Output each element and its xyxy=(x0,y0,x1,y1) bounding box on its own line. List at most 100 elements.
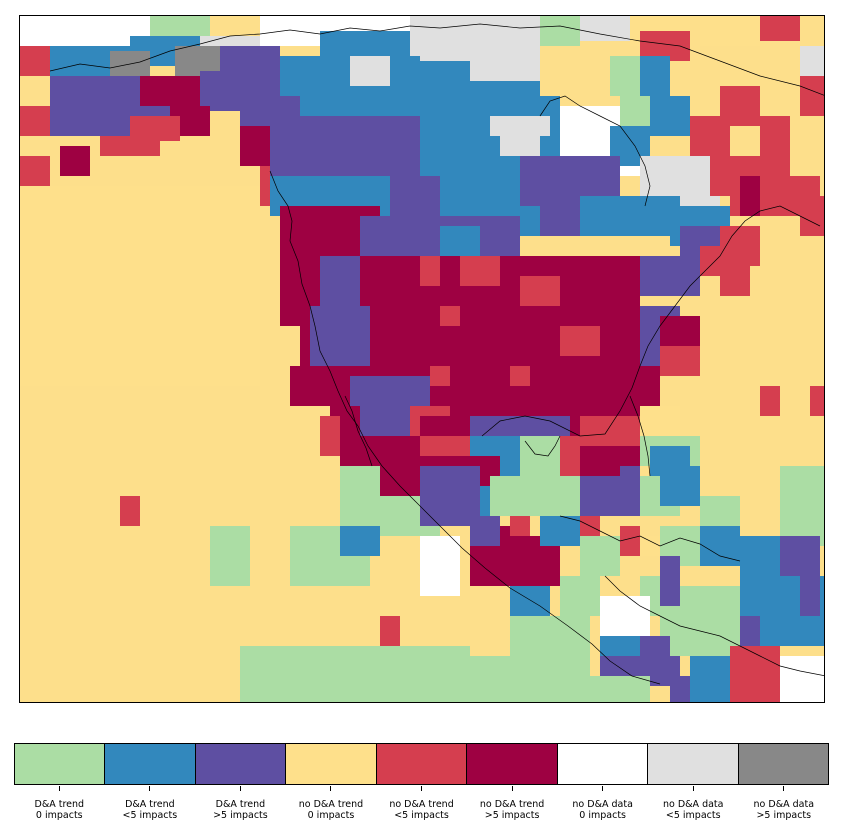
legend-label-line1: D&A trend xyxy=(215,799,266,810)
map-cell xyxy=(640,56,670,96)
coastline-south-america xyxy=(604,575,824,676)
map-cell xyxy=(700,526,740,566)
legend-label-no-da-data-0: no D&A data 0 impacts xyxy=(557,786,648,821)
legend-label-line1: no D&A trend xyxy=(479,799,545,810)
legend-colorbar xyxy=(14,743,829,785)
map-cell xyxy=(440,306,460,326)
map-cell xyxy=(780,536,820,576)
coastline-arctic xyxy=(49,23,824,96)
legend-label-line1: no D&A trend xyxy=(298,799,364,810)
legend-swatch-no-da-data-lt5 xyxy=(647,744,738,784)
map-cell xyxy=(660,556,680,606)
map-cell xyxy=(800,46,824,76)
legend-swatch-no-da-trend-0 xyxy=(285,744,376,784)
legend-label-da-trend-0: D&A trend 0 impacts xyxy=(14,786,105,821)
map-cell xyxy=(510,616,590,702)
map-cell xyxy=(660,346,700,376)
legend-label-no-da-trend-gt5: no D&A trend >5 impacts xyxy=(467,786,558,821)
map-cell xyxy=(20,186,260,386)
legend-label-line1: no D&A data xyxy=(662,799,724,810)
category-map xyxy=(20,16,824,702)
map-cell xyxy=(780,656,824,702)
map-cell xyxy=(760,116,790,156)
map-cell xyxy=(800,196,824,236)
legend-label-line1: no D&A data xyxy=(572,799,633,810)
legend-label-line1: no D&A trend xyxy=(389,799,454,810)
legend-label-line2: >5 impacts xyxy=(484,810,540,821)
legend-swatch-no-da-trend-lt5 xyxy=(375,744,467,784)
coastline-yucatan xyxy=(524,435,561,457)
coastline-east xyxy=(631,205,821,389)
map-cell xyxy=(730,646,780,702)
map-cell xyxy=(760,616,824,646)
map-panel xyxy=(19,15,825,703)
map-cell xyxy=(810,386,824,416)
coastline-caribbean xyxy=(559,515,741,562)
map-cell xyxy=(240,646,470,702)
legend-label-line2: 0 impacts xyxy=(307,810,355,821)
legend-label-line1: no D&A data xyxy=(753,799,815,810)
legend-label-line1: D&A trend xyxy=(125,799,175,810)
map-cell xyxy=(740,176,760,216)
map-cell xyxy=(580,16,630,41)
legend-label-da-trend-gt5: D&A trend >5 impacts xyxy=(195,786,286,821)
map-cell xyxy=(620,466,640,496)
map-cell xyxy=(120,496,140,526)
map-cell xyxy=(470,516,500,546)
coastline-pacific-west xyxy=(269,170,661,685)
legend-tick xyxy=(692,786,694,791)
map-cell xyxy=(700,16,760,46)
legend-swatch-no-da-data-0 xyxy=(556,744,648,784)
legend-label-line2: <5 impacts xyxy=(122,810,178,821)
map-cell xyxy=(620,416,640,436)
map-cell xyxy=(740,576,780,616)
coastlines xyxy=(49,23,824,685)
map-cell xyxy=(20,156,50,186)
map-cell xyxy=(180,106,210,136)
map-cell xyxy=(700,496,740,526)
map-cell xyxy=(460,656,520,702)
legend-tick xyxy=(421,786,423,791)
legend-tick xyxy=(783,786,785,791)
map-cell xyxy=(800,76,824,116)
map-cell xyxy=(760,386,780,416)
legend-label-line2: 0 impacts xyxy=(579,810,627,821)
map-cell xyxy=(430,366,450,386)
map-cell xyxy=(800,576,820,616)
map-cell xyxy=(740,536,780,576)
map-cell xyxy=(380,616,400,646)
coastline-gulf xyxy=(481,387,633,437)
map-cell xyxy=(340,526,380,556)
map-cell xyxy=(670,676,690,702)
map-cell xyxy=(320,16,410,31)
map-cell xyxy=(510,366,530,386)
map-cell xyxy=(60,146,90,176)
legend-swatch-no-da-trend-gt5 xyxy=(466,744,557,784)
map-cell xyxy=(510,516,530,536)
map-cell xyxy=(540,16,580,46)
legend-label-line2: >5 impacts xyxy=(213,810,268,821)
legend-label-line2: 0 impacts xyxy=(35,810,83,821)
map-cell xyxy=(720,266,750,296)
legend-label-no-da-trend-0: no D&A trend 0 impacts xyxy=(286,786,377,821)
legend-label-line2: >5 impacts xyxy=(756,810,812,821)
map-cell xyxy=(650,96,690,136)
legend-label-no-da-trend-lt5: no D&A trend <5 impacts xyxy=(376,786,467,821)
map-cell xyxy=(350,56,390,86)
legend-labels: D&A trend 0 impacts D&A trend <5 impacts D&A… xyxy=(14,786,829,821)
legend-tick xyxy=(330,786,332,791)
map-cell xyxy=(470,61,540,81)
map-cell xyxy=(410,16,540,61)
map-cell xyxy=(580,196,680,236)
coastline-florida xyxy=(629,395,651,477)
map-cell xyxy=(580,536,620,576)
map-cell xyxy=(780,466,824,546)
legend-swatch-da-trend-lt5 xyxy=(104,744,195,784)
map-cell xyxy=(640,256,700,296)
map-cell xyxy=(100,136,160,156)
map-cell xyxy=(690,656,730,702)
map-cell xyxy=(310,306,370,366)
map-cell xyxy=(210,526,250,586)
legend-tick xyxy=(602,786,604,791)
map-cell xyxy=(50,76,140,106)
